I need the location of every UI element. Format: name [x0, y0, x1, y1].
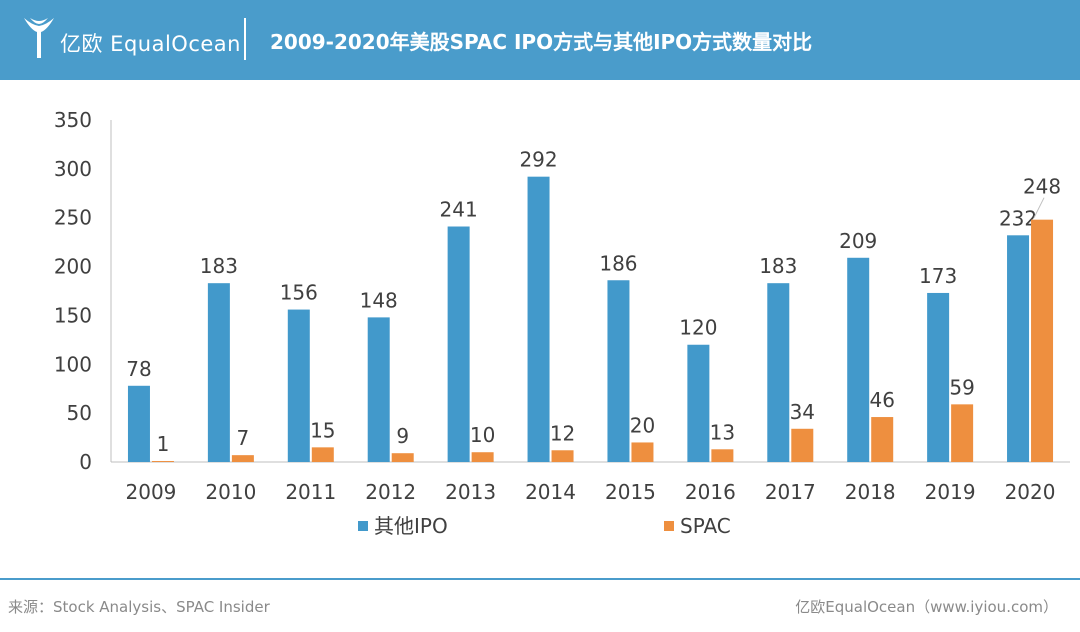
x-tick-label: 2009: [126, 480, 177, 504]
data-label: 186: [599, 251, 637, 275]
bar-spac: [391, 453, 414, 462]
x-tick-label: 2015: [605, 480, 656, 504]
data-label: 7: [237, 426, 250, 450]
bar-spac: [631, 442, 654, 462]
data-label: 34: [790, 400, 815, 424]
y-tick-label: 250: [54, 206, 92, 230]
data-label: 232: [999, 206, 1037, 230]
data-label: 183: [200, 254, 238, 278]
bar-other-ipo: [447, 226, 470, 462]
bar-other-ipo: [207, 283, 230, 462]
data-label: 20: [630, 413, 655, 437]
bar-other-ipo: [127, 385, 150, 462]
header-banner: 亿欧 EqualOcean 2009-2020年美股SPAC IPO方式与其他I…: [0, 0, 1080, 80]
bar-spac: [711, 449, 734, 462]
x-tick-label: 2013: [445, 480, 496, 504]
header-divider: [244, 18, 246, 60]
bar-other-ipo: [367, 317, 390, 462]
legend-swatch-other-ipo: [358, 521, 368, 531]
x-tick-label: 2017: [765, 480, 816, 504]
bar-spac: [951, 404, 974, 462]
bar-chart: 0501001502002503003502009781201018372011…: [54, 108, 1070, 538]
data-label: 46: [869, 388, 894, 412]
data-label: 1: [157, 432, 170, 456]
data-label: 156: [280, 281, 318, 305]
bar-other-ipo: [687, 344, 710, 462]
footer-divider: [0, 578, 1080, 580]
y-tick-label: 150: [54, 303, 92, 327]
label-leader-line: [1033, 197, 1045, 218]
data-label: 10: [470, 423, 495, 447]
data-label: 15: [310, 418, 335, 442]
legend-label-spac: SPAC: [680, 514, 731, 538]
brand-name: 亿欧 EqualOcean: [60, 32, 241, 56]
bar-spac: [151, 461, 174, 462]
x-tick-label: 2010: [205, 480, 256, 504]
x-tick-label: 2014: [525, 480, 576, 504]
site-credit: 亿欧EqualOcean（www.iyiou.com）: [795, 598, 1058, 616]
x-tick-label: 2020: [1005, 480, 1056, 504]
y-tick-label: 50: [67, 401, 92, 425]
data-label: 13: [710, 420, 735, 444]
page-title: 2009-2020年美股SPAC IPO方式与其他IPO方式数量对比: [270, 30, 813, 54]
bar-spac: [551, 450, 574, 462]
equalocean-logo-icon: [24, 18, 54, 58]
y-tick-label: 350: [54, 108, 92, 132]
data-label: 241: [440, 198, 478, 222]
y-tick-label: 200: [54, 255, 92, 279]
legend-swatch-spac: [664, 521, 674, 531]
y-tick-label: 100: [54, 352, 92, 376]
data-label: 59: [949, 375, 974, 399]
data-label: 248: [1023, 175, 1061, 199]
bar-other-ipo: [927, 292, 950, 462]
x-tick-label: 2019: [925, 480, 976, 504]
bar-spac: [871, 417, 894, 462]
legend-label-other-ipo: 其他IPO: [374, 514, 448, 538]
data-label: 183: [759, 254, 797, 278]
data-label: 173: [919, 264, 957, 288]
bar-spac: [1031, 219, 1054, 462]
bar-other-ipo: [767, 283, 790, 462]
bar-other-ipo: [607, 280, 630, 462]
y-tick-label: 300: [54, 157, 92, 181]
bar-other-ipo: [847, 257, 870, 462]
data-label: 292: [519, 148, 557, 172]
source-note: 来源：Stock Analysis、SPAC Insider: [8, 598, 270, 616]
x-tick-label: 2011: [285, 480, 336, 504]
bar-spac: [311, 447, 334, 462]
x-tick-label: 2018: [845, 480, 896, 504]
x-tick-label: 2016: [685, 480, 736, 504]
bar-other-ipo: [287, 309, 310, 462]
data-label: 9: [396, 424, 409, 448]
bar-spac: [791, 428, 814, 462]
x-tick-label: 2012: [365, 480, 416, 504]
y-tick-label: 0: [79, 450, 92, 474]
data-label: 209: [839, 229, 877, 253]
data-label: 78: [126, 357, 151, 381]
bar-spac: [471, 452, 494, 462]
bar-other-ipo: [527, 176, 550, 462]
bar-other-ipo: [1007, 235, 1030, 462]
data-label: 12: [550, 421, 575, 445]
data-label: 148: [360, 288, 398, 312]
data-label: 120: [679, 316, 717, 340]
bar-spac: [231, 455, 254, 462]
